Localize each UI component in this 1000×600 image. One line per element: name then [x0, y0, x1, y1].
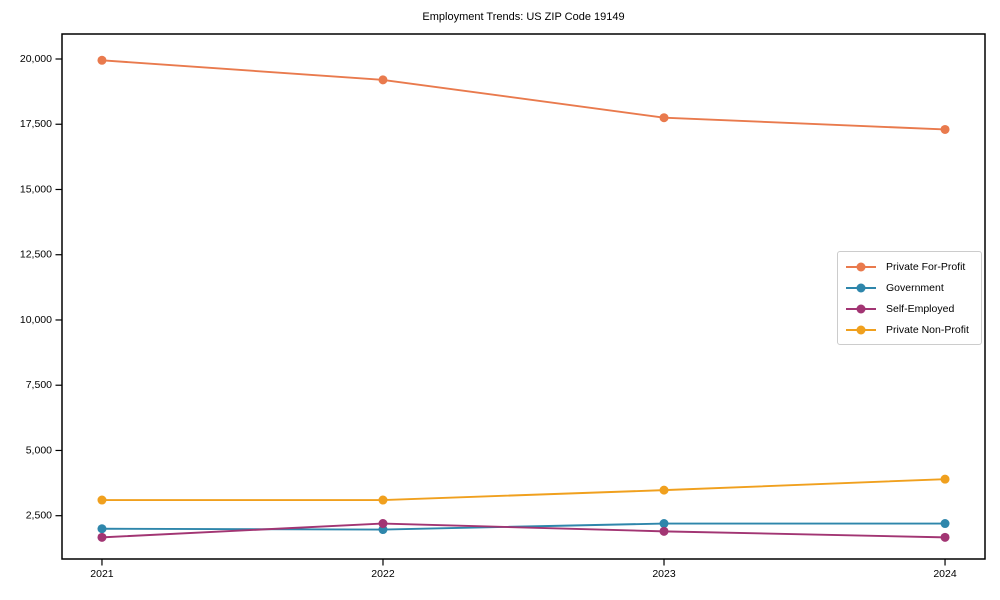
data-point-self-employed-2021: [97, 532, 107, 542]
data-point-private-non-profit-2024: [940, 474, 950, 484]
legend-label: Government: [886, 281, 944, 294]
x-tick-label: 2022: [371, 568, 395, 580]
data-point-self-employed-2024: [940, 532, 950, 542]
data-point-private-for-profit-2023: [659, 113, 669, 123]
y-tick-label: 20,000: [20, 53, 52, 65]
y-tick-label: 7,500: [26, 379, 52, 391]
data-point-private-non-profit-2023: [659, 485, 669, 495]
data-point-government-2023: [659, 519, 669, 529]
legend-label: Private For-Profit: [886, 260, 966, 273]
legend-item-government: Government: [838, 277, 981, 298]
y-tick-label: 15,000: [20, 183, 52, 195]
chart-title: Employment Trends: US ZIP Code 19149: [422, 11, 625, 23]
data-point-private-non-profit-2021: [97, 495, 107, 505]
plot-border: [61, 33, 986, 560]
legend-marker-icon: [846, 283, 876, 292]
legend-marker-icon: [846, 304, 876, 313]
x-tick-label: 2024: [933, 568, 957, 580]
y-tick-label: 12,500: [20, 249, 52, 261]
y-tick-label: 10,000: [20, 314, 52, 326]
series-line-self-employed: [101, 522, 946, 539]
legend-marker-icon: [846, 262, 876, 271]
data-point-government-2021: [97, 524, 107, 534]
x-tick-label: 2023: [652, 568, 676, 580]
legend-item-private-for-profit: Private For-Profit: [838, 256, 981, 277]
legend-label: Self-Employed: [886, 302, 955, 315]
y-tick-label: 5,000: [26, 444, 52, 456]
data-point-private-for-profit-2024: [940, 124, 950, 134]
data-point-private-for-profit-2021: [97, 55, 107, 65]
y-tick-label: 2,500: [26, 510, 52, 522]
y-tick-label: 17,500: [20, 118, 52, 130]
legend-item-self-employed: Self-Employed: [838, 298, 981, 319]
legend-item-private-non-profit: Private Non-Profit: [838, 319, 981, 340]
legend-marker-icon: [846, 325, 876, 334]
legend-label: Private Non-Profit: [886, 323, 969, 336]
series-line-private-for-profit: [101, 59, 946, 131]
x-tick-label: 2021: [90, 568, 114, 580]
data-point-private-non-profit-2022: [378, 495, 388, 505]
data-point-government-2024: [940, 519, 950, 529]
legend: Private For-Profit Government Self-Employe…: [837, 251, 982, 345]
data-point-self-employed-2023: [659, 526, 669, 536]
data-point-private-for-profit-2022: [378, 75, 388, 85]
data-point-self-employed-2022: [378, 519, 388, 529]
series-line-private-non-profit: [101, 478, 946, 501]
